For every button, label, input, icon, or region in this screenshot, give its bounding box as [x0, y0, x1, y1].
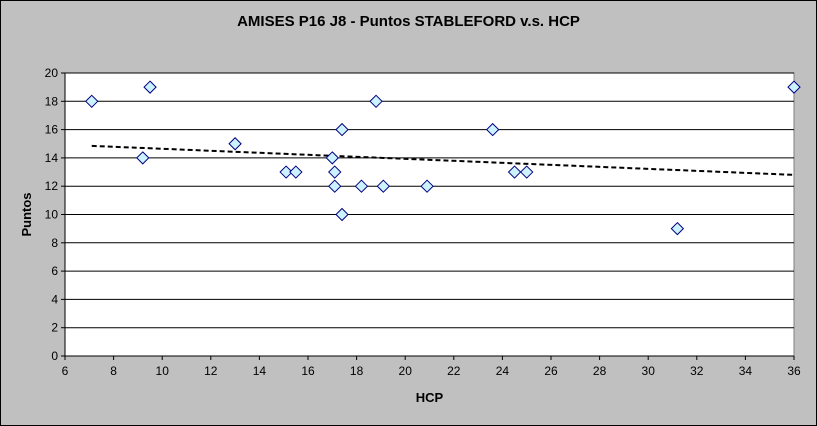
y-tick-label: 10: [45, 208, 59, 222]
x-tick-label: 26: [544, 364, 558, 378]
trendline: [91, 144, 795, 176]
y-tick-label: 4: [51, 292, 58, 306]
x-tick-label: 6: [62, 364, 69, 378]
x-tick-label: 12: [204, 364, 218, 378]
chart-title: AMISES P16 J8 - Puntos STABLEFORD v.s. H…: [237, 13, 580, 30]
data-point: [420, 179, 434, 193]
data-point: [376, 179, 391, 193]
trendline-layer: [91, 144, 795, 176]
x-tick-label: 32: [690, 364, 704, 378]
y-tick-label: 6: [51, 264, 58, 278]
data-point: [289, 165, 303, 179]
data-point: [670, 221, 685, 236]
data-point: [228, 137, 242, 151]
data-point: [335, 207, 349, 222]
x-tick-label: 34: [739, 364, 753, 378]
x-tick-label: 10: [156, 364, 170, 378]
y-tick-label: 18: [45, 94, 59, 108]
data-point: [136, 151, 150, 165]
data-point: [485, 122, 500, 137]
x-tick-label: 36: [787, 364, 801, 378]
y-tick-label: 12: [45, 179, 59, 193]
data-point: [325, 151, 340, 165]
y-tick-label: 8: [51, 236, 58, 250]
data-point: [279, 165, 293, 179]
x-tick-label: 22: [447, 364, 461, 378]
data-point: [328, 165, 342, 179]
data-point: [507, 165, 522, 179]
grid-lines: [65, 72, 794, 329]
x-tick-label: 18: [350, 364, 364, 378]
data-point: [354, 179, 369, 193]
data-point: [85, 94, 99, 109]
x-axis-title: HCP: [416, 390, 444, 405]
data-point: [143, 80, 157, 94]
data-point: [369, 94, 383, 109]
data-points: [85, 80, 801, 236]
y-tick-label: 0: [51, 349, 58, 363]
data-point: [335, 122, 349, 137]
x-tick-label: 16: [301, 364, 315, 378]
y-tick-label: 2: [51, 321, 58, 335]
data-point: [328, 179, 342, 193]
y-tick-label: 20: [45, 66, 59, 80]
data-point: [519, 165, 534, 179]
x-tick-label: 28: [593, 364, 607, 378]
y-axis-title: Puntos: [19, 192, 34, 236]
x-tick-label: 14: [253, 364, 267, 378]
x-tick-label: 8: [110, 364, 117, 378]
y-tick-label: 14: [45, 151, 59, 165]
x-tick-label: 30: [642, 364, 656, 378]
x-tick-label: 20: [399, 364, 413, 378]
y-tick-label: 16: [45, 123, 59, 137]
data-point: [787, 80, 801, 94]
x-tick-label: 24: [496, 364, 510, 378]
